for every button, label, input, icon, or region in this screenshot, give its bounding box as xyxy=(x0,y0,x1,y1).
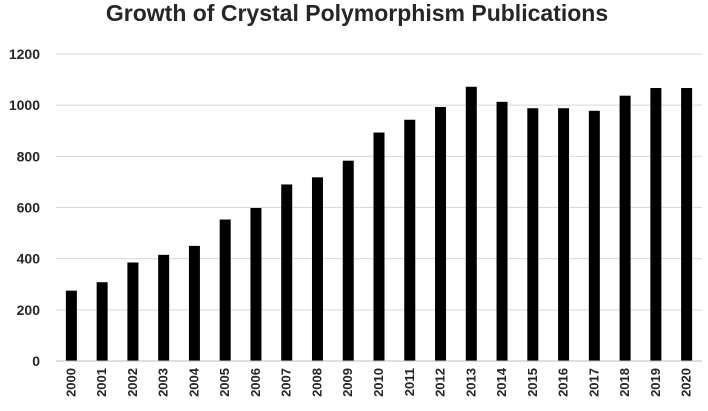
x-tick-label: 2019 xyxy=(648,368,663,397)
x-tick-label: 2000 xyxy=(63,368,78,397)
x-tick-label: 2011 xyxy=(402,368,417,396)
bar-2016 xyxy=(558,108,570,361)
y-tick-label: 0 xyxy=(32,353,40,369)
bar-2011 xyxy=(404,119,416,361)
bars xyxy=(65,86,693,362)
bar-2012 xyxy=(435,106,447,362)
chart-title: Growth of Crystal Polymorphism Publicati… xyxy=(106,0,608,26)
bar-2013 xyxy=(465,86,477,361)
y-tick-label: 1000 xyxy=(9,97,40,113)
bar-2020 xyxy=(681,88,693,362)
x-tick-label: 2005 xyxy=(217,368,232,397)
x-tick-label: 2012 xyxy=(433,368,448,397)
x-tick-label: 2009 xyxy=(340,368,355,397)
x-tick-label: 2001 xyxy=(94,368,109,397)
bar-2002 xyxy=(127,262,139,361)
bar-2004 xyxy=(188,245,200,361)
x-tick-label: 2016 xyxy=(556,368,571,397)
bar-2001 xyxy=(96,282,108,361)
x-tick-label: 2003 xyxy=(156,368,171,397)
y-tick-label: 400 xyxy=(17,251,41,267)
y-tick-label: 600 xyxy=(17,200,41,216)
bar-2005 xyxy=(219,219,231,361)
bar-2003 xyxy=(158,254,170,361)
y-axis-ticks: 0 200 400 600 800 1000 1200 xyxy=(9,46,40,369)
x-tick-label: 2018 xyxy=(617,368,632,397)
bar-2018 xyxy=(619,95,631,361)
bar-2008 xyxy=(311,177,323,361)
x-tick-label: 2008 xyxy=(309,368,324,397)
x-tick-label: 2017 xyxy=(586,368,601,397)
x-tick-label: 2007 xyxy=(279,368,294,397)
bar-2014 xyxy=(496,101,508,362)
x-tick-label: 2013 xyxy=(463,368,478,397)
bar-2007 xyxy=(281,184,293,361)
bar-2010 xyxy=(373,132,385,361)
x-tick-label: 2014 xyxy=(494,367,509,397)
bar-2000 xyxy=(65,290,77,361)
x-axis-ticks: 2000 2001 2002 2003 2004 2005 2006 2007 2008 2009… xyxy=(63,367,693,397)
bar-2019 xyxy=(650,88,662,362)
x-tick-label: 2020 xyxy=(679,368,694,397)
x-tick-label: 2004 xyxy=(186,367,201,397)
x-tick-label: 2015 xyxy=(525,368,540,397)
bar-2017 xyxy=(588,110,600,361)
y-tick-label: 200 xyxy=(17,302,41,318)
bar-2015 xyxy=(527,108,539,361)
x-tick-label: 2006 xyxy=(248,368,263,397)
x-tick-label: 2002 xyxy=(125,368,140,397)
y-tick-label: 1200 xyxy=(9,46,40,62)
x-tick-label: 2010 xyxy=(371,368,386,397)
bar-2006 xyxy=(250,208,262,361)
bar-2009 xyxy=(342,160,354,361)
y-tick-label: 800 xyxy=(17,148,41,164)
